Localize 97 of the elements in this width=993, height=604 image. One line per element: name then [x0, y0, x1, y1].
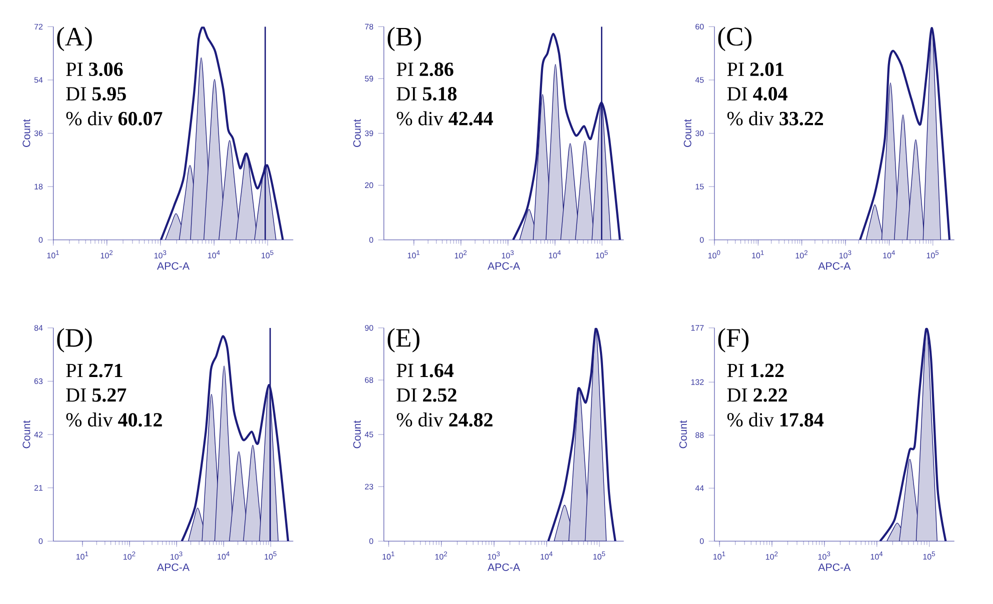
x-axis-title: APC-A: [818, 564, 851, 572]
x-tick-label: 10$^{3}$: [170, 552, 182, 560]
y-tick-label: 68: [364, 377, 374, 383]
annotation: PI 2.86: [396, 62, 454, 76]
annotation: (B): [388, 27, 421, 52]
x-tick-label: 10$^{2}$: [796, 250, 808, 259]
annotation: % div 40.12: [66, 412, 162, 427]
annotation: PI 1.64: [396, 364, 454, 378]
x-tick-label: 10$^{4}$: [208, 250, 220, 258]
y-tick-label: 30: [695, 130, 704, 136]
y-tick-label: 23: [364, 484, 374, 490]
y-tick-label: 20: [364, 182, 374, 188]
x-tick-label: 10$^{5}$: [262, 250, 274, 258]
y-tick-label: 60: [696, 24, 704, 30]
annotation: (F): [718, 328, 749, 352]
annotation: DI 2.22: [727, 388, 787, 402]
y-tick-label: 72: [34, 24, 43, 30]
x-tick-label: 10$^{2}$: [100, 250, 113, 258]
x-tick-label: 10$^{4}$: [548, 250, 561, 258]
annotation: (A): [57, 27, 92, 52]
annotation: DI 5.18: [396, 87, 457, 101]
y-tick-label: 63: [34, 378, 43, 384]
y-tick-label: 0: [38, 237, 43, 243]
annotation: (E): [388, 328, 420, 352]
y-tick-label: 18: [34, 184, 43, 190]
x-tick-label: 10$^{4}$: [540, 552, 553, 560]
y-tick-label: 132: [691, 379, 704, 386]
x-tick-label: 10$^{1}$: [47, 250, 59, 258]
y-tick-label: 88: [695, 432, 704, 438]
y-axis-title: Count: [684, 119, 692, 148]
annotation: PI 2.01: [727, 62, 784, 76]
y-axis-title: Count: [679, 420, 687, 448]
x-tick-label: 10$^{1}$: [76, 552, 88, 560]
x-tick-label: 10$^{5}$: [596, 250, 608, 258]
x-tick-label: 10$^{1}$: [382, 552, 394, 560]
y-tick-label: 177: [691, 325, 704, 331]
x-tick-label: 10$^{3}$: [154, 250, 166, 258]
x-tick-label: 10$^{1}$: [752, 250, 764, 258]
annotation: % div 24.82: [396, 412, 492, 427]
y-tick-label: 0: [38, 538, 43, 544]
y-tick-label: 0: [700, 538, 704, 544]
y-tick-label: 15: [696, 184, 704, 190]
x-axis-title: APC-A: [157, 564, 190, 572]
x-tick-label: 10$^{0}$: [708, 250, 720, 259]
y-tick-label: 0: [700, 237, 704, 243]
y-tick-label: 36: [34, 130, 43, 136]
annotation: DI 2.52: [396, 388, 456, 402]
x-tick-label: 10$^{1}$: [713, 552, 726, 560]
x-axis-title: APC-A: [488, 564, 520, 572]
annotation: % div 60.07: [66, 111, 162, 126]
y-tick-label: 39: [364, 130, 374, 136]
y-tick-label: 84: [34, 325, 43, 331]
y-tick-label: 90: [364, 325, 374, 331]
x-axis-title: APC-A: [488, 262, 520, 270]
x-tick-label: 10$^{4}$: [883, 250, 895, 258]
x-axis-title: APC-A: [157, 262, 190, 270]
annotation: (C): [718, 27, 752, 52]
y-axis-title: Count: [22, 420, 30, 448]
x-tick-label: 10$^{3}$: [818, 552, 830, 560]
x-tick-label: 10$^{3}$: [502, 250, 514, 259]
annotation: % div 33.22: [727, 111, 824, 126]
annotation: PI 1.22: [727, 364, 784, 378]
x-tick-label: 10$^{2}$: [454, 250, 467, 259]
y-tick-label: 0: [369, 237, 374, 243]
annotation: DI 4.04: [727, 87, 788, 101]
x-tick-label: 10$^{3}$: [839, 250, 852, 259]
annotation: % div 17.84: [727, 412, 824, 427]
y-tick-label: 78: [365, 24, 374, 30]
y-tick-label: 45: [364, 432, 374, 438]
annotation: % div 42.44: [396, 111, 493, 126]
x-tick-label: 10$^{1}$: [408, 250, 420, 258]
y-tick-label: 42: [34, 432, 43, 438]
x-tick-label: 10$^{3}$: [488, 552, 500, 560]
annotation: DI 5.27: [66, 388, 126, 402]
y-tick-label: 59: [364, 76, 374, 82]
y-axis-title: Count: [353, 420, 361, 448]
x-tick-label: 10$^{2}$: [124, 552, 136, 560]
y-tick-label: 21: [34, 485, 43, 491]
x-tick-label: 10$^{5}$: [593, 552, 606, 560]
x-tick-label: 10$^{4}$: [218, 552, 230, 560]
x-tick-label: 10$^{5}$: [926, 250, 939, 258]
y-axis-title: Count: [22, 119, 30, 148]
annotation: (D): [57, 328, 92, 352]
x-tick-label: 10$^{4}$: [870, 552, 883, 560]
y-tick-label: 0: [369, 538, 374, 544]
x-tick-label: 10$^{2}$: [766, 552, 778, 560]
annotation: PI 3.06: [66, 62, 123, 76]
annotation: PI 2.71: [66, 364, 122, 378]
y-tick-label: 45: [695, 77, 704, 83]
x-tick-label: 10$^{5}$: [264, 552, 276, 560]
y-tick-label: 54: [34, 77, 43, 83]
x-axis-title: APC-A: [818, 262, 851, 270]
x-tick-label: 10$^{2}$: [435, 552, 448, 560]
y-axis-title: Count: [353, 119, 361, 148]
x-tick-label: 10$^{5}$: [923, 552, 936, 560]
annotation: DI 5.95: [66, 87, 126, 101]
y-tick-label: 44: [695, 485, 704, 491]
